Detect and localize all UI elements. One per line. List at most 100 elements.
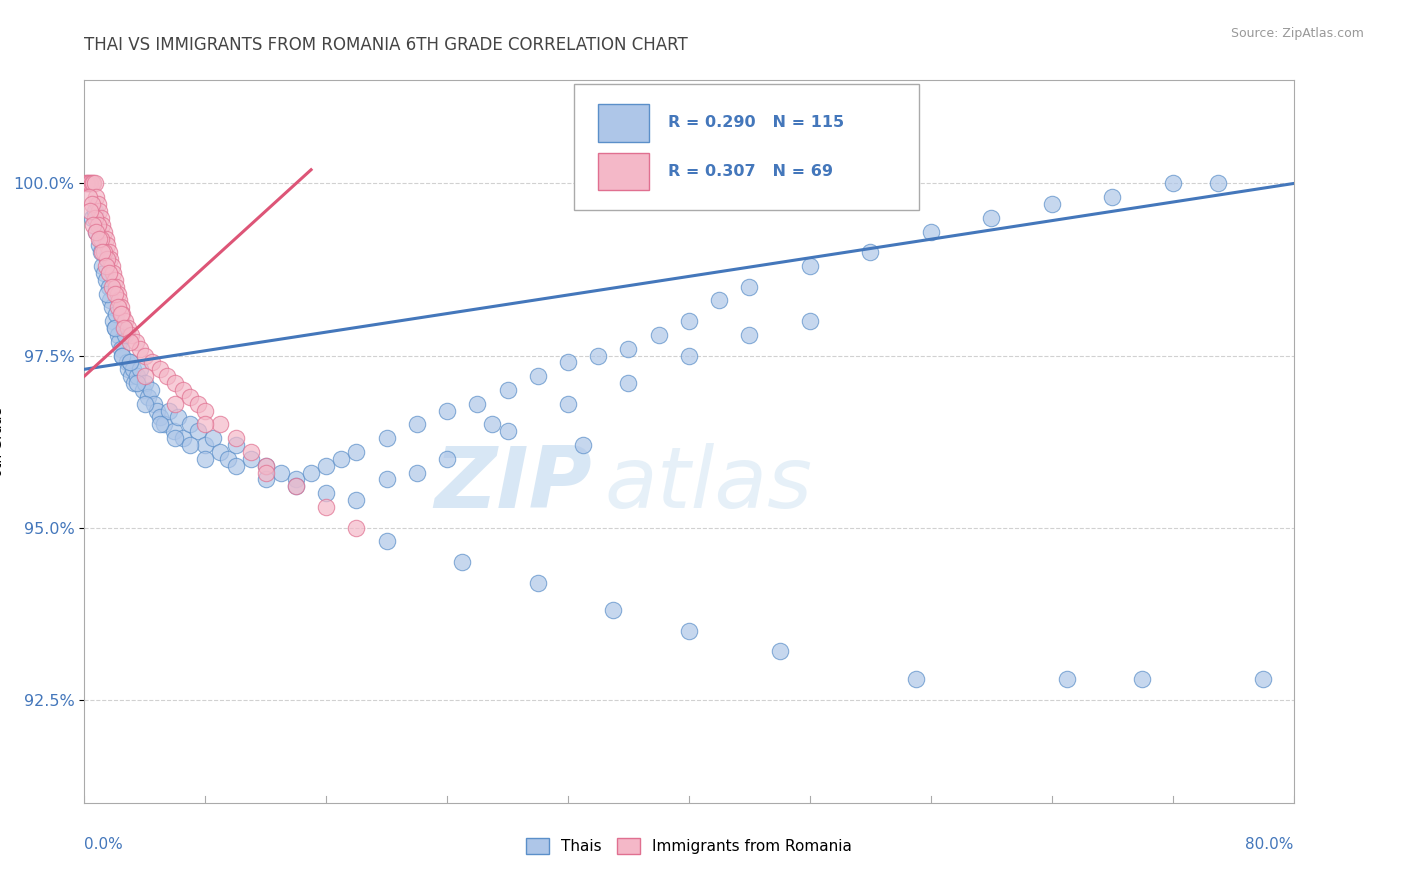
Point: [84, 211, 107, 225]
Point: [104, 286, 127, 301]
Point: [100, 259, 122, 273]
Point: [142, 397, 165, 411]
Point: [165, 397, 187, 411]
Point: [91, 218, 114, 232]
Point: [496, 424, 519, 438]
Text: 80.0%: 80.0%: [1246, 838, 1294, 852]
Point: [75, 177, 97, 191]
Point: [904, 672, 927, 686]
Point: [254, 458, 277, 473]
Point: [136, 390, 159, 404]
Point: [91, 259, 114, 273]
Point: [527, 575, 550, 590]
FancyBboxPatch shape: [599, 153, 650, 190]
Point: [1040, 197, 1063, 211]
Point: [315, 486, 337, 500]
Point: [201, 431, 224, 445]
Point: [111, 349, 134, 363]
Point: [285, 479, 308, 493]
Point: [194, 403, 217, 417]
FancyBboxPatch shape: [599, 104, 650, 142]
Point: [738, 327, 761, 342]
Point: [225, 431, 247, 445]
Text: Source: ZipAtlas.com: Source: ZipAtlas.com: [1230, 27, 1364, 40]
Point: [346, 445, 368, 459]
Legend: Thais, Immigrants from Romania: Thais, Immigrants from Romania: [520, 832, 858, 860]
Point: [315, 500, 337, 514]
Point: [79, 177, 101, 191]
Point: [115, 355, 138, 369]
Point: [1206, 177, 1229, 191]
Point: [149, 410, 172, 425]
Point: [96, 238, 118, 252]
Y-axis label: 6th Grade: 6th Grade: [0, 407, 6, 476]
Point: [709, 293, 731, 308]
Point: [118, 355, 141, 369]
Point: [149, 417, 172, 432]
Point: [111, 349, 134, 363]
Point: [89, 231, 111, 245]
Point: [209, 417, 232, 432]
Point: [89, 238, 111, 252]
Point: [153, 417, 176, 432]
Point: [97, 266, 120, 280]
Point: [134, 369, 156, 384]
Point: [134, 397, 156, 411]
Point: [96, 252, 118, 267]
Point: [79, 204, 101, 219]
Point: [104, 321, 127, 335]
Point: [254, 466, 277, 480]
Point: [105, 279, 128, 293]
Point: [90, 245, 112, 260]
Point: [678, 624, 700, 638]
Point: [436, 403, 458, 417]
Point: [110, 307, 132, 321]
Point: [285, 479, 308, 493]
Point: [132, 383, 155, 397]
Point: [118, 355, 141, 369]
Point: [375, 534, 398, 549]
Point: [217, 451, 239, 466]
Point: [467, 397, 489, 411]
Point: [80, 197, 103, 211]
Point: [799, 314, 821, 328]
Point: [97, 279, 120, 293]
Point: [129, 362, 152, 376]
Text: R = 0.290   N = 115: R = 0.290 N = 115: [668, 115, 845, 130]
Point: [100, 301, 122, 315]
Point: [108, 293, 131, 308]
Point: [172, 383, 194, 397]
Point: [588, 349, 610, 363]
Point: [187, 424, 209, 438]
Point: [125, 334, 148, 349]
Point: [299, 466, 322, 480]
Point: [110, 342, 132, 356]
Point: [96, 252, 118, 267]
Point: [90, 231, 112, 245]
Point: [1132, 672, 1154, 686]
Point: [254, 458, 277, 473]
Point: [156, 369, 179, 384]
Point: [112, 321, 135, 335]
Point: [105, 307, 128, 321]
Point: [86, 225, 108, 239]
Point: [94, 273, 117, 287]
Point: [179, 438, 201, 452]
Point: [557, 397, 579, 411]
Point: [172, 431, 194, 445]
Point: [89, 204, 111, 219]
Text: 0.0%: 0.0%: [84, 838, 124, 852]
Point: [98, 252, 121, 267]
Point: [114, 327, 136, 342]
Text: R = 0.307   N = 69: R = 0.307 N = 69: [668, 164, 834, 178]
Point: [127, 369, 149, 384]
Point: [98, 293, 121, 308]
Point: [107, 327, 129, 342]
Point: [121, 362, 143, 376]
Point: [91, 245, 114, 260]
Point: [82, 218, 104, 232]
Point: [602, 603, 624, 617]
Point: [406, 466, 429, 480]
Point: [617, 376, 640, 390]
Point: [194, 451, 217, 466]
